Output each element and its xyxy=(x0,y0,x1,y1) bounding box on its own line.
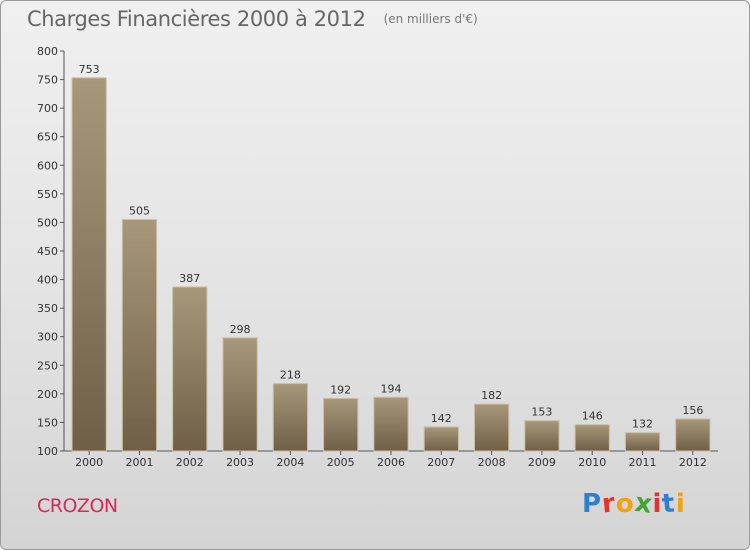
x-tick-label: 2004 xyxy=(276,456,304,469)
y-tick-label: 750 xyxy=(37,74,58,87)
y-tick-label: 500 xyxy=(37,216,58,229)
data-label: 182 xyxy=(481,389,502,402)
title-block: Charges Financières 2000 à 2012 (en mill… xyxy=(27,7,478,31)
data-label: 146 xyxy=(582,410,603,423)
bar-2011 xyxy=(624,432,661,452)
bar-2003 xyxy=(222,337,258,452)
data-label: 387 xyxy=(179,272,200,285)
x-tick-label: 2011 xyxy=(629,456,657,469)
y-tick-label: 550 xyxy=(37,188,58,201)
bar-2006 xyxy=(373,396,409,452)
bar-2010 xyxy=(574,424,610,452)
bar-2000 xyxy=(71,77,107,452)
x-tick-label: 2002 xyxy=(176,456,204,469)
x-tick-label: 2008 xyxy=(478,456,506,469)
y-tick-label: 700 xyxy=(37,102,58,115)
y-tick-label: 300 xyxy=(37,331,58,344)
x-tick-label: 2007 xyxy=(427,456,455,469)
x-tick-label: 2009 xyxy=(528,456,556,469)
y-tick-label: 100 xyxy=(37,445,58,458)
logo-letter: i xyxy=(675,489,686,519)
data-label: 192 xyxy=(330,383,351,396)
y-tick-label: 150 xyxy=(37,416,58,429)
x-tick-label: 2010 xyxy=(578,456,606,469)
x-tick-label: 2006 xyxy=(377,456,405,469)
logo-letter: i xyxy=(652,489,663,519)
y-tick-label: 350 xyxy=(37,302,58,315)
bar-2008 xyxy=(474,403,510,452)
y-tick-label: 400 xyxy=(37,274,58,287)
data-label: 753 xyxy=(79,63,100,76)
x-tick-label: 2005 xyxy=(327,456,355,469)
logo-letter: o xyxy=(615,489,635,519)
logo-letter: r xyxy=(600,488,618,520)
logo-letter: x xyxy=(632,487,655,521)
logo-letter: t xyxy=(661,488,678,520)
bar-2005 xyxy=(323,397,359,452)
y-tick-label: 650 xyxy=(37,131,58,144)
data-label: 142 xyxy=(431,412,452,425)
y-tick-label: 800 xyxy=(37,45,58,58)
bar-2004 xyxy=(272,383,308,452)
data-label: 298 xyxy=(230,323,251,336)
data-label: 156 xyxy=(682,404,703,417)
proxiti-logo: Proxiti xyxy=(582,487,686,521)
data-label: 194 xyxy=(381,382,402,395)
data-label: 218 xyxy=(280,369,301,382)
data-label: 153 xyxy=(531,406,552,419)
x-tick-label: 2003 xyxy=(226,456,254,469)
y-tick-label: 250 xyxy=(37,359,58,372)
y-tick-label: 450 xyxy=(37,245,58,258)
bar-2012 xyxy=(675,418,711,452)
chart-subtitle: (en milliers d'€) xyxy=(383,12,478,26)
x-tick-label: 2001 xyxy=(125,456,153,469)
data-label: 505 xyxy=(129,205,150,218)
bar-2009 xyxy=(524,420,560,452)
chart-title: Charges Financières 2000 à 2012 xyxy=(27,7,366,31)
bar-2002 xyxy=(172,286,208,452)
commune-name: CROZON xyxy=(37,495,118,517)
bar-2007 xyxy=(423,426,459,452)
logo-letter: P xyxy=(582,489,603,519)
x-tick-label: 2012 xyxy=(679,456,707,469)
y-tick-label: 600 xyxy=(37,159,58,172)
y-tick-label: 200 xyxy=(37,388,58,401)
data-label: 132 xyxy=(632,418,653,431)
x-tick-label: 2000 xyxy=(75,456,103,469)
bar-2001 xyxy=(121,219,158,452)
